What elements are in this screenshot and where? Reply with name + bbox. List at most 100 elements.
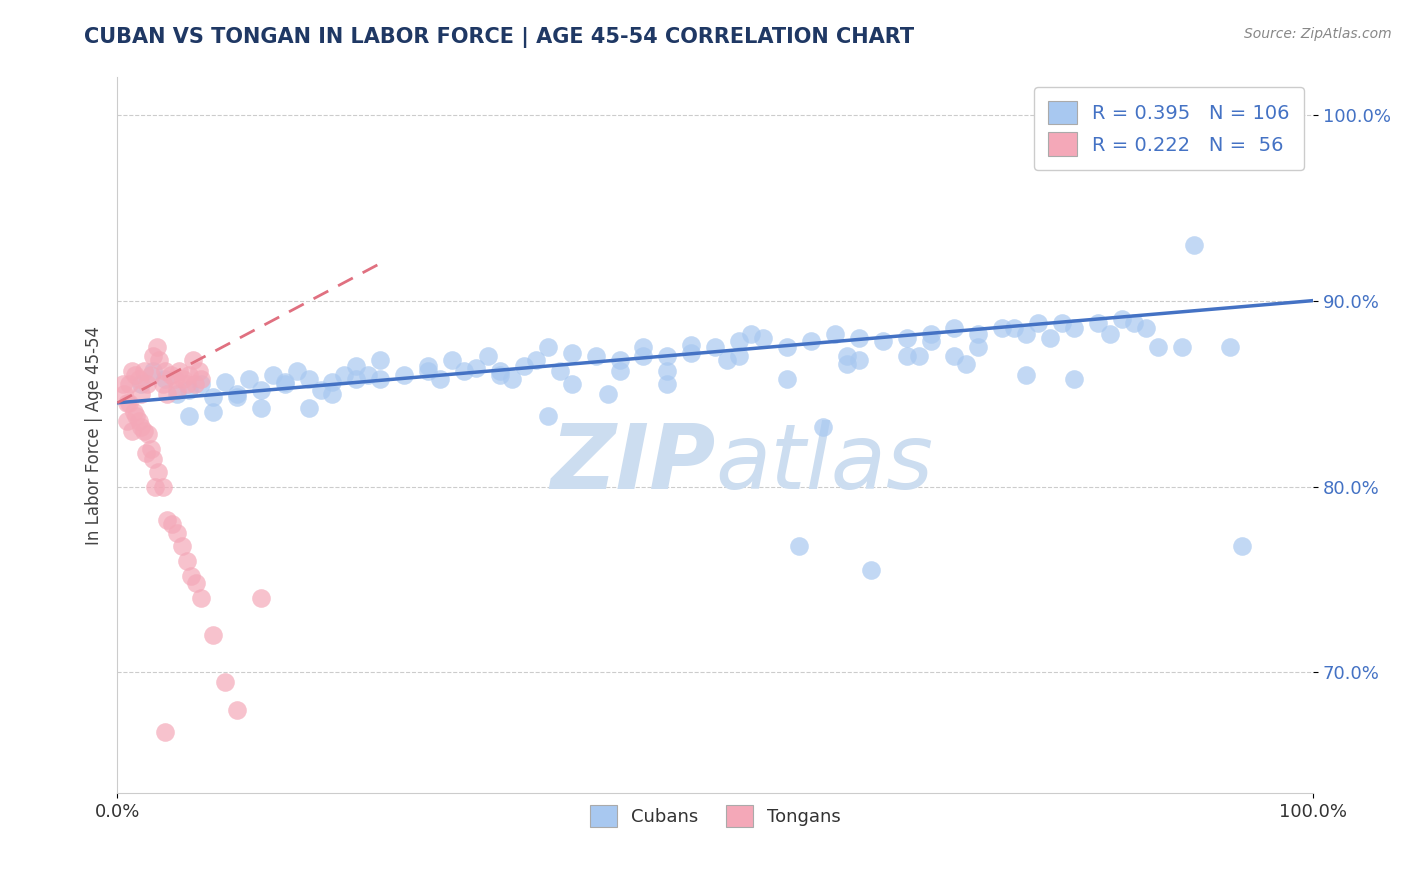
Point: [249, 383, 271, 397]
Point: [142, 364, 165, 378]
Point: [176, 377, 198, 392]
Point: [309, 383, 332, 397]
Point: [160, 368, 183, 382]
Text: CUBAN VS TONGAN IN LABOR FORCE | AGE 45-54 CORRELATION CHART: CUBAN VS TONGAN IN LABOR FORCE | AGE 45-…: [84, 27, 914, 48]
Point: [344, 372, 367, 386]
Point: [142, 350, 165, 364]
Point: [128, 414, 150, 428]
Point: [169, 364, 191, 378]
Point: [184, 377, 207, 392]
Point: [118, 377, 141, 392]
Point: [132, 424, 155, 438]
Point: [142, 451, 165, 466]
Point: [190, 377, 212, 392]
Point: [112, 377, 135, 392]
Point: [943, 321, 966, 335]
Point: [201, 390, 224, 404]
Point: [776, 372, 799, 386]
Point: [835, 357, 858, 371]
Point: [166, 383, 188, 397]
Point: [548, 364, 571, 378]
Point: [1122, 316, 1144, 330]
Point: [121, 424, 143, 438]
Point: [1098, 326, 1121, 341]
Point: [177, 368, 200, 382]
Point: [132, 364, 155, 378]
Point: [1219, 340, 1241, 354]
Point: [333, 368, 356, 382]
Point: [920, 334, 942, 349]
Point: [1015, 326, 1038, 341]
Point: [1230, 539, 1253, 553]
Point: [115, 396, 138, 410]
Point: [418, 359, 440, 373]
Point: [160, 516, 183, 531]
Point: [184, 576, 207, 591]
Point: [145, 340, 167, 354]
Point: [1182, 237, 1205, 252]
Point: [920, 326, 942, 341]
Point: [128, 372, 150, 386]
Point: [1111, 312, 1133, 326]
Point: [524, 353, 547, 368]
Point: [152, 479, 174, 493]
Point: [453, 364, 475, 378]
Point: [225, 703, 247, 717]
Point: [1063, 372, 1085, 386]
Point: [370, 353, 392, 368]
Point: [1050, 316, 1073, 330]
Point: [146, 465, 169, 479]
Point: [139, 442, 162, 457]
Point: [135, 446, 157, 460]
Point: [177, 383, 200, 397]
Point: [125, 409, 148, 423]
Point: [153, 364, 176, 378]
Point: [394, 368, 416, 382]
Point: [441, 353, 464, 368]
Legend: Cubans, Tongans: Cubans, Tongans: [582, 798, 848, 834]
Point: [1039, 331, 1062, 345]
Point: [121, 364, 143, 378]
Point: [112, 386, 135, 401]
Point: [1015, 368, 1038, 382]
Point: [752, 331, 775, 345]
Y-axis label: In Labor Force | Age 45-54: In Labor Force | Age 45-54: [86, 326, 103, 545]
Point: [848, 331, 870, 345]
Point: [180, 569, 202, 583]
Point: [633, 350, 655, 364]
Point: [1146, 340, 1168, 354]
Point: [273, 376, 295, 390]
Point: [477, 350, 499, 364]
Point: [465, 360, 488, 375]
Point: [136, 427, 159, 442]
Point: [166, 526, 188, 541]
Text: Source: ZipAtlas.com: Source: ZipAtlas.com: [1244, 27, 1392, 41]
Point: [172, 372, 194, 386]
Point: [145, 479, 167, 493]
Point: [991, 321, 1014, 335]
Point: [214, 376, 236, 390]
Point: [489, 364, 512, 378]
Text: atlas: atlas: [716, 420, 934, 508]
Point: [201, 405, 224, 419]
Point: [153, 372, 176, 386]
Point: [297, 401, 319, 416]
Point: [967, 326, 990, 341]
Point: [176, 554, 198, 568]
Point: [148, 353, 170, 368]
Point: [907, 350, 929, 364]
Point: [824, 326, 846, 341]
Point: [124, 368, 146, 382]
Point: [249, 401, 271, 416]
Point: [537, 340, 560, 354]
Point: [129, 386, 152, 401]
Point: [152, 377, 174, 392]
Point: [163, 372, 186, 386]
Point: [657, 350, 679, 364]
Point: [285, 364, 308, 378]
Point: [321, 376, 343, 390]
Point: [262, 368, 284, 382]
Point: [115, 414, 138, 428]
Point: [214, 674, 236, 689]
Point: [170, 539, 193, 553]
